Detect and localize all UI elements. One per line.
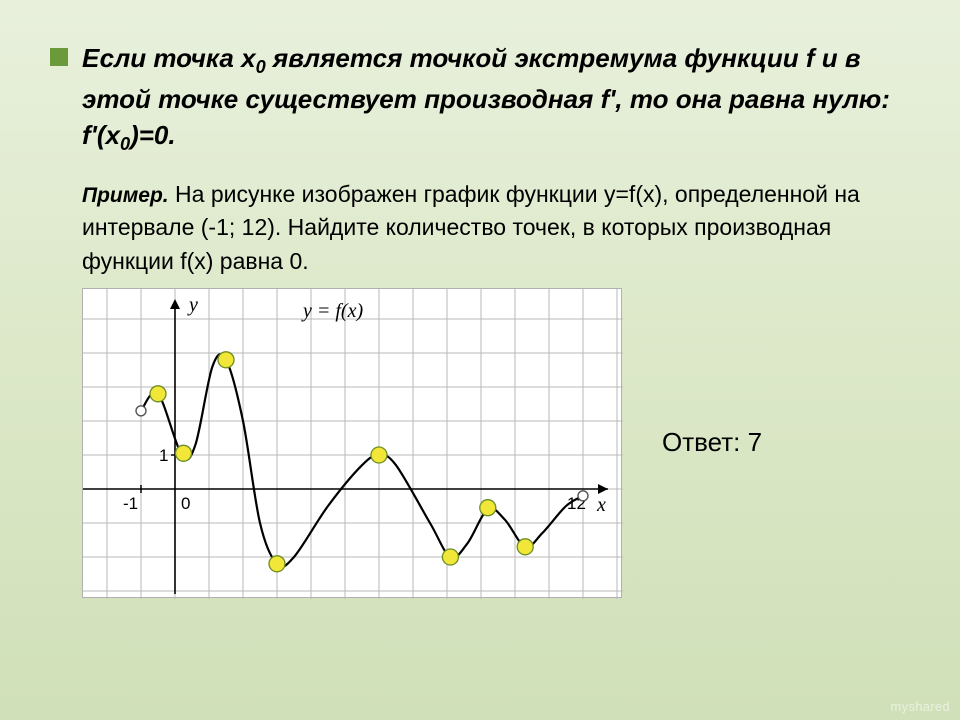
theorem-part-1: Если точка x: [82, 43, 256, 73]
example-text: На рисунке изображен график функции y=f(…: [82, 181, 860, 274]
answer-block: Ответ: 7: [662, 427, 762, 458]
answer-label: Ответ:: [662, 427, 748, 457]
svg-text:y: y: [187, 294, 198, 316]
example-block: Пример. На рисунке изображен график функ…: [82, 178, 910, 278]
svg-text:-1: -1: [123, 494, 138, 513]
subscript-1: 0: [256, 57, 266, 77]
svg-text:x: x: [596, 494, 606, 516]
subscript-2: 0: [120, 134, 130, 154]
watermark: myshared: [891, 699, 950, 714]
theorem-block: Если точка x0 является точкой экстремума…: [50, 40, 910, 158]
svg-text:y = f(x): y = f(x): [301, 300, 363, 322]
answer-value: 7: [748, 427, 762, 457]
bullet-icon: [50, 48, 68, 66]
theorem-part-3: )=0.: [130, 120, 176, 150]
chart-svg: yx0-1112y = f(x): [83, 289, 623, 599]
theorem-text: Если точка x0 является точкой экстремума…: [82, 40, 910, 158]
svg-text:1: 1: [159, 446, 168, 465]
example-label: Пример.: [82, 184, 169, 207]
svg-text:0: 0: [181, 494, 190, 513]
function-graph: yx0-1112y = f(x): [82, 288, 622, 598]
